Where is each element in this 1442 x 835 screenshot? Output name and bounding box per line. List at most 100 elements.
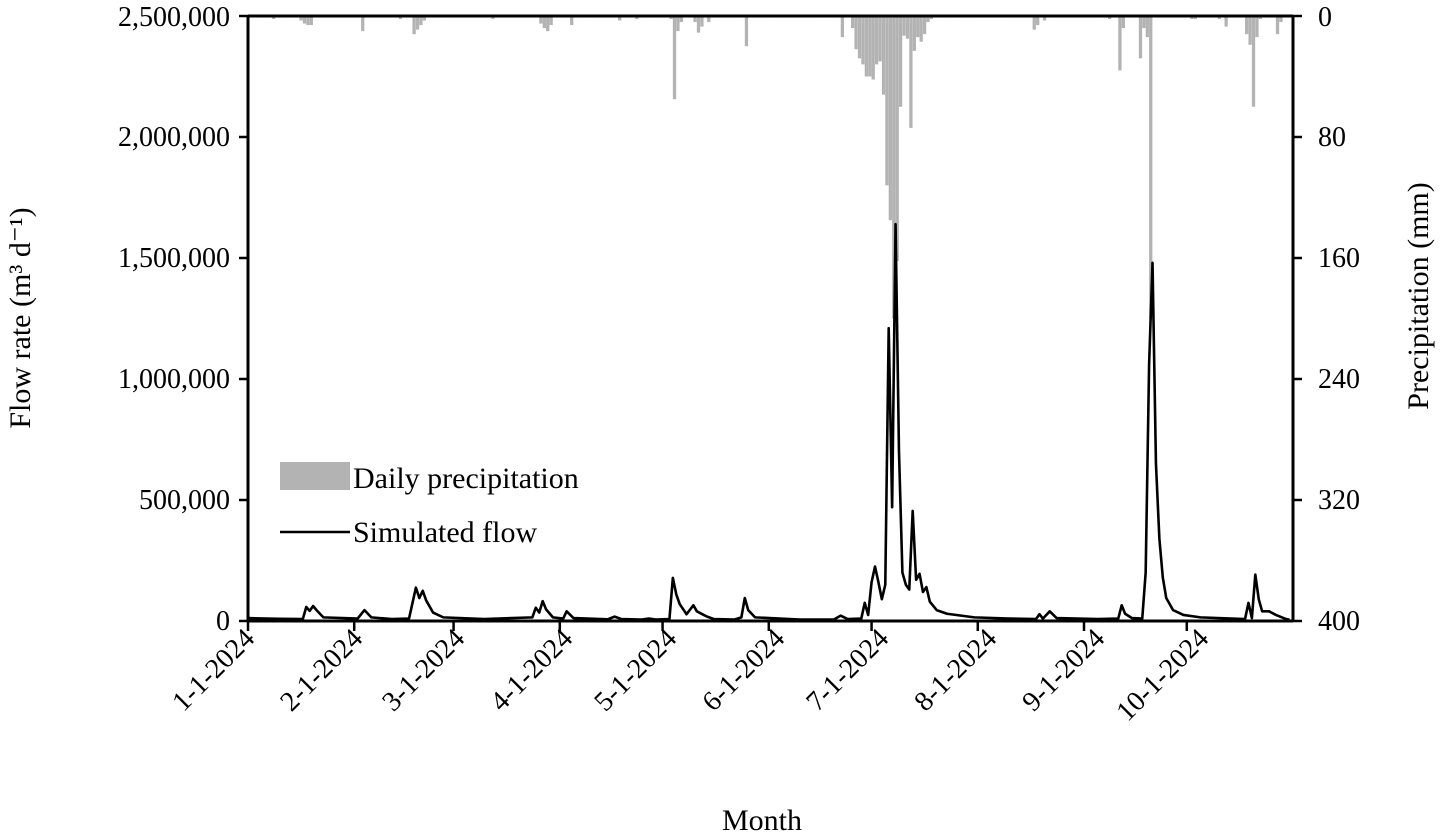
right-tick-labels: 0 80 160 240 320 400 xyxy=(1318,2,1360,637)
precipitation-bar xyxy=(398,16,403,20)
right-tick-label: 160 xyxy=(1318,243,1360,274)
precipitation-bar xyxy=(1279,16,1283,23)
precipitation-bar xyxy=(854,16,858,50)
precipitation-bar xyxy=(635,16,639,20)
precipitation-bar xyxy=(707,16,711,23)
precipitation-bar xyxy=(1248,16,1252,45)
x-tick-label: 10-1-2024 xyxy=(1111,623,1215,727)
precipitation-bar xyxy=(696,16,701,33)
x-tick-label: 9-1-2024 xyxy=(1016,623,1111,718)
precipitation-bar xyxy=(299,16,303,21)
precipitation-bar xyxy=(422,16,427,21)
precipitation-bar xyxy=(1042,16,1047,21)
precipitation-bars xyxy=(254,16,1283,319)
left-axis-title: Flow rate (m³ d⁻¹) xyxy=(4,207,37,428)
precipitation-bar xyxy=(361,16,365,32)
precipitation-bar xyxy=(491,16,495,20)
precipitation-bar xyxy=(1118,16,1122,71)
precipitation-bar xyxy=(539,16,543,24)
precipitation-bar xyxy=(868,16,872,77)
precipitation-bar xyxy=(1217,16,1221,20)
precipitation-bar xyxy=(888,16,892,221)
precipitation-bar xyxy=(419,16,423,26)
precipitation-bar xyxy=(549,16,553,26)
precipitation-bar xyxy=(1193,16,1197,20)
x-tick-label: 8-1-2024 xyxy=(908,623,1003,718)
right-tick-label: 0 xyxy=(1318,2,1332,33)
left-tick-label: 2,000,000 xyxy=(118,122,230,153)
x-tick-label: 3-1-2024 xyxy=(376,623,471,718)
precipitation-bar xyxy=(929,16,934,20)
precipitation-bar xyxy=(306,16,310,26)
precipitation-bar xyxy=(892,16,896,319)
precipitation-bar xyxy=(857,16,862,59)
precipitation-bar xyxy=(1149,16,1153,319)
x-tick-labels: 1-1-2024 2-1-2024 3-1-2024 4-1-2024 5-1-… xyxy=(166,623,1215,727)
precipitation-bar xyxy=(546,16,550,32)
precipitation-bar xyxy=(693,16,697,23)
x-tick-label: 1-1-2024 xyxy=(166,623,261,718)
precipitation-bar xyxy=(1138,16,1143,59)
precipitation-bar xyxy=(271,16,276,20)
left-tick-label: 1,000,000 xyxy=(118,364,230,395)
precipitation-bar xyxy=(871,16,875,80)
precipitation-bar xyxy=(618,16,622,21)
legend-label-flow: Simulated flow xyxy=(353,516,537,549)
precipitation-bar xyxy=(851,16,855,29)
precipitation-bar xyxy=(895,16,899,262)
precipitation-bar xyxy=(898,16,903,107)
precipitation-bar xyxy=(881,16,886,95)
precipitation-bar xyxy=(864,16,869,77)
precipitation-bar xyxy=(861,16,865,65)
precipitation-bar xyxy=(1245,16,1249,35)
precipitation-bar xyxy=(1032,16,1036,30)
precipitation-bar xyxy=(1275,16,1280,35)
precipitation-bar xyxy=(840,16,845,38)
precipitation-bar xyxy=(919,16,923,42)
precipitation-bar xyxy=(412,16,416,35)
precipitation-bar xyxy=(1224,16,1228,27)
precipitation-bar xyxy=(1255,16,1259,38)
precipitation-bar xyxy=(1036,16,1040,26)
precipitation-bar xyxy=(926,16,930,23)
legend-swatch-precipitation xyxy=(280,462,350,490)
precipitation-bar xyxy=(1107,16,1112,20)
precipitation-bar xyxy=(885,16,889,186)
precipitation-bar xyxy=(902,16,906,36)
x-tick-label: 2-1-2024 xyxy=(274,623,369,718)
precipitation-bar xyxy=(922,16,927,35)
precipitation-bar xyxy=(875,16,879,65)
plot-axes xyxy=(246,14,1295,623)
right-tick-label: 240 xyxy=(1318,364,1360,395)
precipitation-bar xyxy=(878,16,882,62)
precipitation-bar xyxy=(1145,16,1149,38)
precipitation-bar xyxy=(672,16,677,100)
precipitation-bar xyxy=(1251,16,1256,107)
right-tick-label: 80 xyxy=(1318,122,1346,153)
precipitation-bar xyxy=(542,16,546,29)
left-tick-label: 1,500,000 xyxy=(118,243,230,274)
precipitation-bar xyxy=(570,16,574,26)
precipitation-bar xyxy=(916,16,920,38)
left-tick-label: 2,500,000 xyxy=(118,2,230,33)
precipitation-bar xyxy=(905,16,910,39)
left-tick-labels: 0 500,000 1,000,000 1,500,000 2,000,000 … xyxy=(118,2,230,637)
precipitation-bar xyxy=(1258,16,1263,20)
precipitation-bar xyxy=(744,16,749,47)
precipitation-bar xyxy=(415,16,420,30)
precipitation-bar xyxy=(679,16,683,23)
precipitation-bar xyxy=(302,16,307,24)
x-tick-label: 5-1-2024 xyxy=(588,623,683,718)
precipitation-bar xyxy=(700,16,704,27)
legend: Daily precipitation Simulated flow xyxy=(280,462,579,549)
right-tick-label: 320 xyxy=(1318,485,1360,516)
right-tick-label: 400 xyxy=(1318,606,1360,637)
x-tick-label: 7-1-2024 xyxy=(800,623,895,718)
precipitation-bar xyxy=(309,16,313,26)
right-axis-title: Precipitation (mm) xyxy=(1402,182,1435,409)
x-tick-label: 4-1-2024 xyxy=(484,623,579,718)
precipitation-bar xyxy=(1142,16,1146,29)
precipitation-bar xyxy=(669,16,673,20)
axis-ticks xyxy=(239,14,1302,631)
